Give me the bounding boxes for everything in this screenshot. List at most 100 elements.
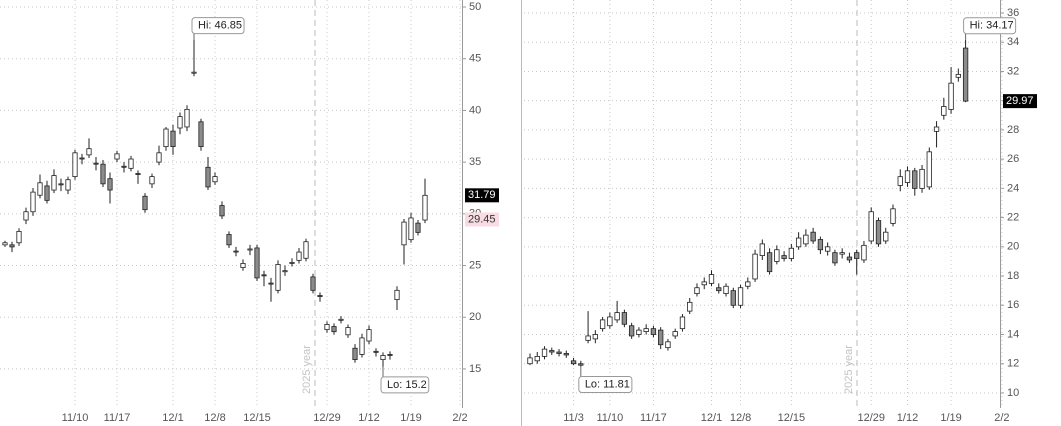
x-tick-label: 1/19 bbox=[940, 412, 961, 424]
x-tick-label: 12/15 bbox=[778, 412, 806, 424]
x-tick-label: 12/15 bbox=[243, 412, 271, 424]
candle-body bbox=[247, 248, 253, 251]
candle-body bbox=[585, 335, 591, 341]
candle-body bbox=[156, 152, 162, 163]
candle-body bbox=[687, 301, 693, 312]
candle-body bbox=[716, 287, 722, 292]
y-tick-label: 26 bbox=[1007, 153, 1019, 165]
candle-body bbox=[163, 128, 169, 148]
hi-callout-text: Hi: 46.85 bbox=[198, 20, 242, 32]
candle-body bbox=[345, 327, 351, 336]
candle-body bbox=[408, 217, 414, 241]
y-tick-label: 25 bbox=[469, 259, 481, 271]
candle-body bbox=[607, 316, 613, 327]
y-tick-label: 18 bbox=[1007, 270, 1019, 282]
candle-body bbox=[44, 185, 50, 201]
candle-body bbox=[672, 331, 678, 337]
candle-body bbox=[854, 252, 860, 259]
candle-body bbox=[226, 234, 232, 246]
price-tag bbox=[465, 188, 499, 203]
candle-body bbox=[261, 274, 267, 277]
candle-body bbox=[527, 357, 533, 365]
y-tick-label: 14 bbox=[1007, 328, 1019, 340]
candle-body bbox=[177, 116, 183, 129]
candle-body bbox=[839, 252, 845, 255]
candle-body bbox=[933, 126, 940, 132]
candle-body bbox=[578, 363, 584, 366]
candle-body bbox=[962, 47, 969, 102]
x-tick-label: 1/19 bbox=[400, 412, 421, 424]
candle-body bbox=[592, 334, 598, 340]
candle-body bbox=[296, 251, 302, 261]
x-tick-label: 2/2 bbox=[994, 412, 1009, 424]
candle-body bbox=[788, 247, 795, 259]
candle-body bbox=[289, 262, 295, 264]
candle-body bbox=[233, 250, 239, 253]
y-tick-label: 10 bbox=[1007, 387, 1019, 399]
year-divider-label: 2025 year bbox=[843, 345, 855, 394]
lo-callout: Lo: 15.2 bbox=[380, 366, 430, 394]
x-tick-label: 12/1 bbox=[701, 412, 722, 424]
candle-body bbox=[128, 158, 134, 169]
candle-body bbox=[919, 168, 925, 189]
y-tick-label: 36 bbox=[1007, 7, 1019, 19]
candle-body bbox=[170, 130, 176, 148]
candle-body bbox=[628, 325, 635, 337]
candle-body bbox=[58, 183, 64, 186]
candle-body bbox=[781, 255, 787, 259]
candle-body bbox=[941, 106, 947, 116]
candle-body bbox=[149, 176, 155, 185]
candle-body bbox=[825, 246, 831, 252]
candle-body bbox=[643, 328, 649, 332]
y-tick-label: 12 bbox=[1007, 358, 1019, 370]
price-tag-label: 29.97 bbox=[1006, 95, 1034, 107]
hi-callout-box bbox=[191, 17, 245, 35]
x-tick-label: 12/8 bbox=[204, 412, 225, 424]
candle-body bbox=[563, 353, 569, 356]
lo-callout: Lo: 11.81 bbox=[578, 366, 633, 393]
price-tag bbox=[1003, 94, 1037, 109]
candle-body bbox=[766, 252, 773, 273]
candle-body bbox=[303, 241, 309, 259]
candle-body bbox=[955, 73, 961, 78]
candle-body bbox=[541, 348, 548, 357]
candle-body bbox=[184, 108, 190, 128]
candle-body bbox=[415, 222, 421, 233]
y-tick-label: 35 bbox=[469, 156, 481, 168]
candle-body bbox=[30, 191, 36, 213]
candle-body bbox=[86, 148, 92, 156]
candle-body bbox=[897, 176, 903, 186]
hi-callout: Hi: 46.85 bbox=[191, 17, 245, 40]
x-tick-label: 12/29 bbox=[857, 412, 885, 424]
candle-body bbox=[861, 244, 867, 261]
y-tick-label: 20 bbox=[1007, 241, 1019, 253]
y-tick-label: 50 bbox=[469, 1, 481, 13]
candle-body bbox=[549, 350, 555, 353]
candle-body bbox=[730, 290, 736, 306]
x-tick-label: 11/3 bbox=[563, 412, 584, 424]
candle-body bbox=[240, 263, 246, 268]
candle-body bbox=[380, 355, 386, 361]
candle-body bbox=[93, 162, 99, 165]
candle-body bbox=[694, 287, 700, 294]
lo-callout-text: Lo: 11.81 bbox=[585, 378, 630, 390]
y-tick-label: 40 bbox=[469, 104, 481, 116]
candle-body bbox=[401, 221, 407, 246]
price-tag bbox=[465, 212, 499, 227]
candle-body bbox=[904, 170, 911, 183]
candle-body bbox=[658, 329, 664, 346]
y-tick-label: 34 bbox=[1007, 36, 1019, 48]
y-tick-label: 16 bbox=[1007, 299, 1019, 311]
candle-body bbox=[394, 289, 400, 301]
candle-body bbox=[387, 354, 393, 356]
candle-body bbox=[795, 237, 802, 248]
candle-body bbox=[72, 152, 78, 178]
candle-body bbox=[9, 244, 15, 248]
candle-body bbox=[65, 179, 71, 191]
candle-body bbox=[275, 264, 281, 291]
candle-body bbox=[219, 205, 225, 217]
candle-body bbox=[803, 234, 809, 245]
candle-body bbox=[198, 121, 204, 148]
candle-body bbox=[331, 326, 337, 333]
